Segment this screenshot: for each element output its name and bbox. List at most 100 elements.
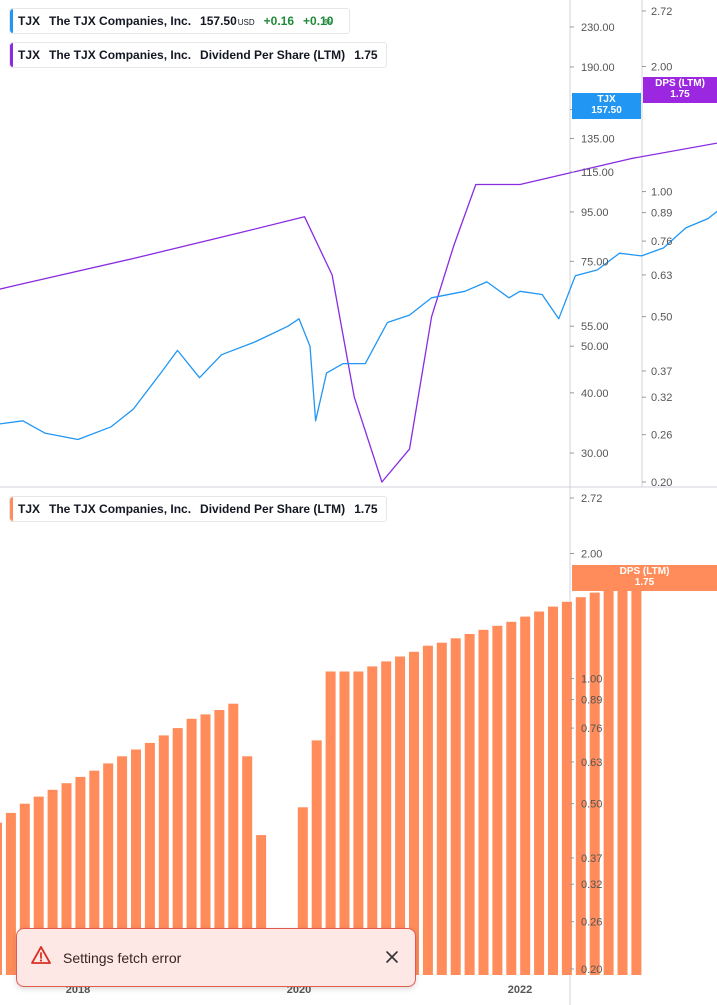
dps-bar <box>242 756 253 975</box>
legend-ticker: TJX <box>18 502 41 516</box>
dps-bar <box>33 796 44 975</box>
legend-price[interactable]: TJX The TJX Companies, Inc. 157.50 USD +… <box>9 8 350 34</box>
bar-tick-label: 0.20 <box>581 964 602 976</box>
bar-tick-label: 0.76 <box>581 723 602 735</box>
bar-tick-label: 0.50 <box>581 799 602 811</box>
dps-bar <box>603 589 614 975</box>
dps-bar <box>19 803 30 975</box>
dps-bar <box>548 606 558 975</box>
price-tick-label: 55.00 <box>581 321 609 333</box>
dps-bar <box>367 666 378 975</box>
dps-bar <box>520 616 531 975</box>
dps-tick-label: 0.37 <box>651 366 672 378</box>
dps-tick-label: 0.20 <box>651 477 672 489</box>
dps-bar <box>214 710 225 975</box>
dps-top-badge-label: DPS (LTM) <box>655 78 705 89</box>
dps-bar <box>506 621 517 975</box>
x-tick-label: 2018 <box>66 984 90 996</box>
legend-company: The TJX Companies, Inc. <box>49 48 192 62</box>
dps-bar <box>339 671 350 975</box>
close-icon[interactable] <box>385 948 399 968</box>
dps-tick-label: 1.00 <box>651 187 672 199</box>
legend-change-pct-sign: % <box>324 17 332 27</box>
dps-bottom-badge-value: 1.75 <box>634 577 655 588</box>
dps-bar <box>325 671 336 975</box>
price-tick-label: 30.00 <box>581 448 609 460</box>
legend-value: 1.75 <box>354 502 378 516</box>
legend-currency: USD <box>237 17 255 27</box>
error-toast: Settings fetch error <box>16 928 416 987</box>
price-tick-label: 95.00 <box>581 207 609 219</box>
dps-top-badge: DPS (LTM) 1.75 <box>643 77 717 103</box>
legend-value: 1.75 <box>354 48 378 62</box>
dps-tick-label: 0.32 <box>651 392 672 404</box>
bar-tick-label: 0.63 <box>581 757 602 769</box>
bar-tick-label: 0.26 <box>581 917 602 929</box>
x-tick-label: 2022 <box>508 984 532 996</box>
dps-bar <box>534 611 545 975</box>
dps-tick-label: 0.26 <box>651 430 672 442</box>
bar-tick-label: 1.00 <box>581 674 602 686</box>
x-tick-label: 2020 <box>287 984 311 996</box>
bar-tick-label: 0.37 <box>581 853 602 865</box>
price-line <box>0 210 717 441</box>
price-badge-ticker: TJX <box>597 94 616 105</box>
price-line-series <box>0 210 717 441</box>
dps-bar <box>228 703 239 975</box>
dps-bar <box>117 756 128 975</box>
dps-bar <box>5 812 16 975</box>
legend-dps-bottom[interactable]: TJX The TJX Companies, Inc. Dividend Per… <box>9 496 387 522</box>
dps-bar <box>422 645 433 975</box>
legend-company: The TJX Companies, Inc. <box>49 502 192 516</box>
dps-bar <box>172 728 183 975</box>
price-badge: TJX 157.50 <box>572 93 641 119</box>
bar-tick-label: 2.72 <box>581 493 602 505</box>
dps-tick-label: 0.76 <box>651 236 672 248</box>
legend-price-swatch <box>10 9 13 33</box>
dps-line-series <box>0 142 717 483</box>
dps-bar <box>89 770 100 975</box>
warning-icon <box>31 946 51 969</box>
axis-ticks: 230.00190.00155.00135.00115.0095.0075.00… <box>66 6 673 996</box>
legend-ticker: TJX <box>18 14 41 28</box>
dps-tick-label: 0.63 <box>651 270 672 282</box>
dps-bar <box>47 789 58 975</box>
legend-dps-bottom-swatch <box>10 497 13 521</box>
bar-tick-label: 0.32 <box>581 879 602 891</box>
dps-bar-series <box>0 580 642 975</box>
legend-ticker: TJX <box>18 48 41 62</box>
dps-bar <box>131 749 141 975</box>
dps-bar <box>450 638 461 975</box>
price-badge-value: 157.50 <box>591 105 622 116</box>
legend-price-value: 157.50 <box>200 14 237 28</box>
dps-bar <box>575 597 586 975</box>
legend-metric: Dividend Per Share (LTM) <box>200 48 346 62</box>
dps-bar <box>589 592 600 975</box>
dps-bar <box>61 783 72 975</box>
price-tick-label: 135.00 <box>581 133 615 145</box>
dps-bar <box>297 807 308 975</box>
dps-bar <box>561 601 572 975</box>
dps-bar <box>75 776 86 975</box>
bar-tick-label: 2.00 <box>581 548 602 560</box>
dps-bar <box>103 763 114 975</box>
dps-bar <box>395 656 406 975</box>
dps-bar <box>492 625 503 975</box>
price-tick-label: 50.00 <box>581 341 609 353</box>
legend-company: The TJX Companies, Inc. <box>49 14 192 28</box>
dps-bar <box>0 822 2 975</box>
dps-bar <box>436 642 447 975</box>
dps-bar <box>478 629 489 975</box>
legend-dps-top[interactable]: TJX The TJX Companies, Inc. Dividend Per… <box>9 42 387 68</box>
dps-bar <box>186 718 197 975</box>
dps-bar <box>617 585 628 975</box>
price-tick-label: 40.00 <box>581 388 609 400</box>
dps-bar <box>311 740 322 975</box>
dps-bar <box>256 835 267 975</box>
dps-line <box>0 142 717 483</box>
dps-bar <box>381 661 392 975</box>
legend-dps-top-swatch <box>10 43 13 67</box>
dps-bar <box>353 671 364 975</box>
dps-bar <box>158 735 169 975</box>
